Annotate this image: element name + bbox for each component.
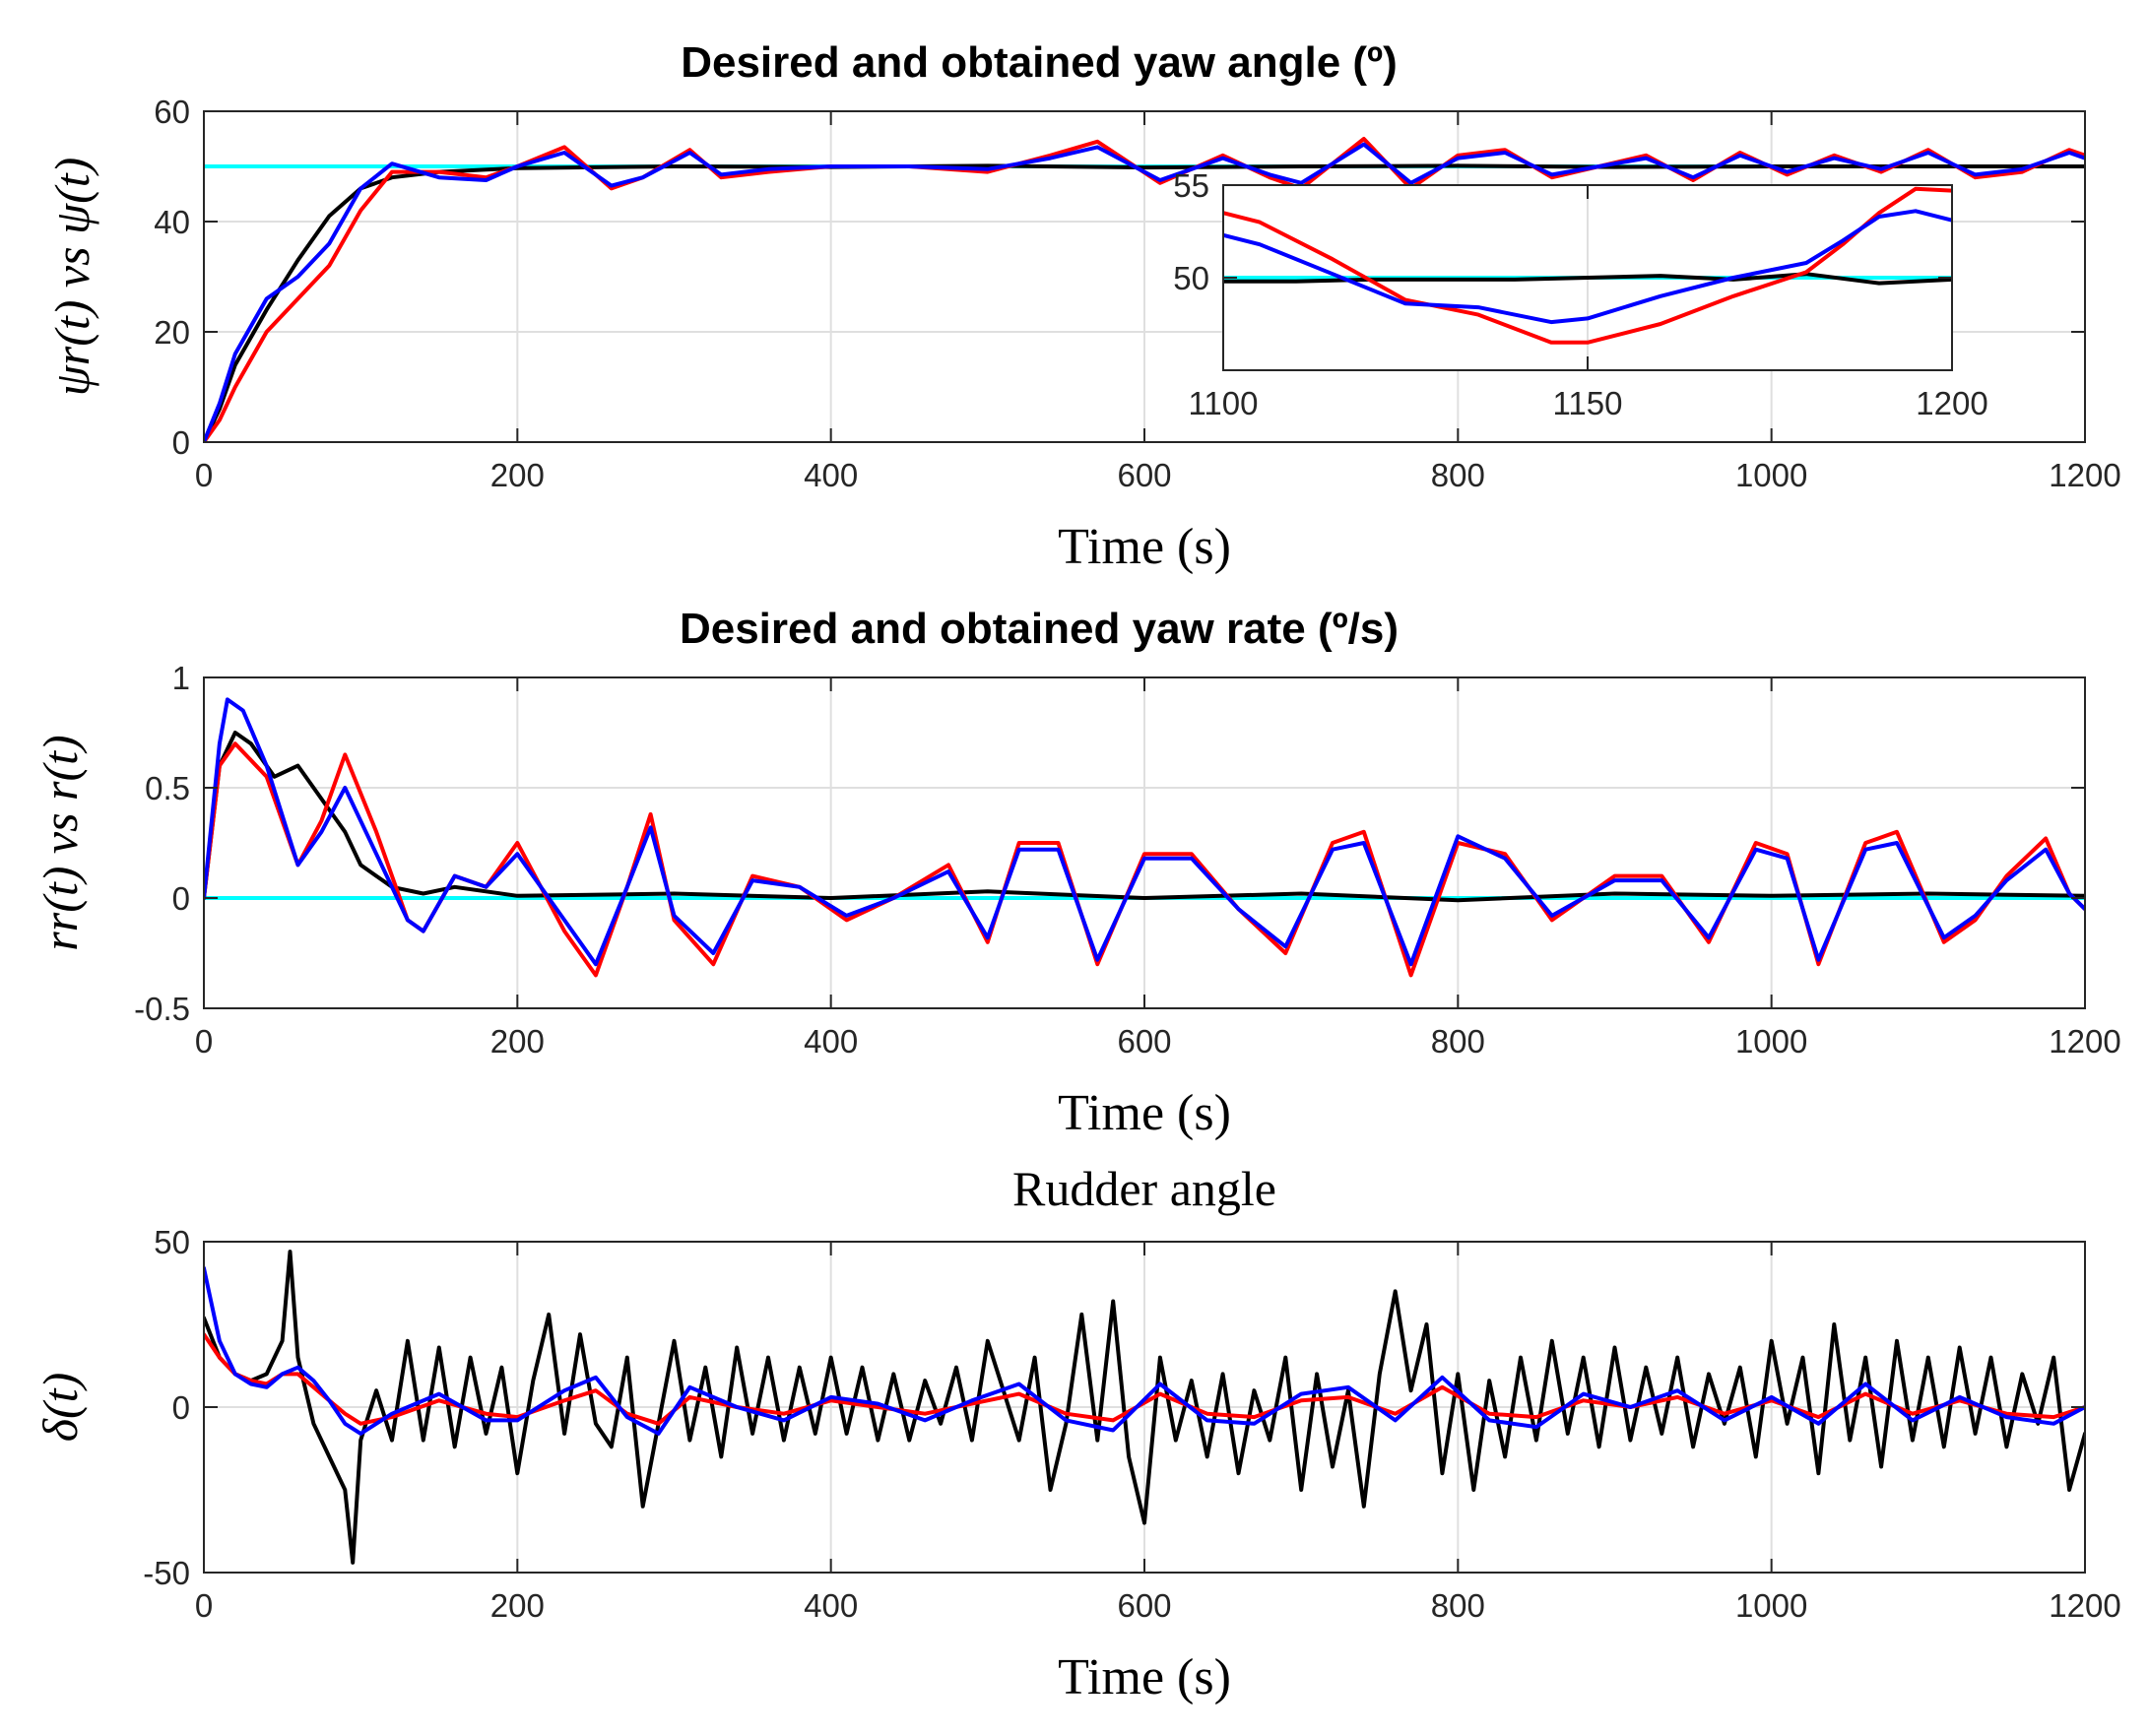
rudder-angle-xtick-label-1000: 1000 (1735, 1587, 1807, 1624)
yaw-rate-xtick-label-0: 0 (195, 1023, 213, 1060)
yaw-angle-series-2-line (204, 137, 2085, 442)
yaw-angle-title: Desired and obtained yaw angle (º) (681, 38, 1398, 87)
rudder-angle-xtick-label-600: 600 (1117, 1587, 1171, 1624)
yaw-rate-ytick-label-0.5: 0.5 (145, 770, 190, 806)
yaw-rate-ytick-label-1: 1 (172, 660, 190, 696)
inset-xtick-label-1200: 1200 (1916, 385, 1987, 421)
yaw-rate-ytick-label--0.5: -0.5 (134, 991, 190, 1027)
yaw-rate-xtick-label-200: 200 (490, 1023, 545, 1060)
rudder-angle-ylabel: δ(t) (33, 1373, 88, 1442)
yaw-rate-series-1-line (204, 731, 2085, 903)
inset-xtick-label-1100: 1100 (1189, 385, 1259, 421)
yaw-rate-xtick-label-800: 800 (1431, 1023, 1485, 1060)
yaw-angle-xtick-label-0: 0 (195, 457, 213, 493)
inset-ytick-label-50: 50 (1173, 260, 1209, 296)
yaw-rate-xtick-label-400: 400 (804, 1023, 858, 1060)
rudder-angle-xtick-label-400: 400 (804, 1587, 858, 1624)
yaw-rate-ticks: 0 200 400 600 800 1000 1200-0.500.51 (134, 660, 2121, 1060)
rudder-angle-series-2-line (204, 1265, 2085, 1436)
rudder-angle-ytick-label-0: 0 (172, 1389, 190, 1426)
inset-ytick-label-55: 55 (1173, 167, 1209, 204)
yaw-rate-ytick-label-0: 0 (172, 880, 190, 917)
rudder-angle-xtick-label-0: 0 (195, 1587, 213, 1624)
yaw-angle-series-3-line (204, 142, 2085, 442)
rudder-angle-xtick-label-200: 200 (490, 1587, 545, 1624)
yaw-angle-ytick-label-0: 0 (172, 424, 190, 461)
yaw-angle-ytick-label-20: 20 (154, 314, 190, 351)
rudder-angle-series (204, 1250, 2085, 1565)
yaw-angle-xtick-label-600: 600 (1117, 457, 1171, 493)
yaw-angle-xtick-label-800: 800 (1431, 457, 1485, 493)
rudder-angle-xtick-label-1200: 1200 (2049, 1587, 2120, 1624)
yaw-rate-panel: 0 200 400 600 800 1000 1200-0.500.51 Desired a… (33, 605, 2121, 1141)
inset-series-3-line (1223, 209, 1952, 325)
yaw-rate-xtick-label-1200: 1200 (2049, 1023, 2120, 1060)
yaw-rate-title: Desired and obtained yaw rate (º/s) (680, 605, 1399, 653)
yaw-rate-series (204, 697, 2085, 978)
yaw-angle-inset: 1100 1150 1200 50 55 (1173, 167, 1987, 421)
rudder-angle-title: Rudder angle (1012, 1161, 1276, 1216)
yaw-angle-ticks: 0 200 400 600 800 1000 1200 0 20 40 60 (154, 94, 2120, 493)
yaw-angle-xtick-label-1000: 1000 (1735, 457, 1807, 493)
yaw-rate-series-3-line (204, 697, 2085, 967)
yaw-angle-series (204, 137, 2085, 442)
inset-xtick-label-1150: 1150 (1553, 385, 1623, 421)
yaw-angle-ytick-label-40: 40 (154, 204, 190, 240)
yaw-angle-xtick-label-400: 400 (804, 457, 858, 493)
yaw-angle-xtick-label-1200: 1200 (2049, 457, 2120, 493)
yaw-rate-xtick-label-600: 600 (1117, 1023, 1171, 1060)
yaw-rate-xlabel: Time (s) (1058, 1085, 1231, 1141)
yaw-angle-xtick-label-200: 200 (490, 457, 545, 493)
rudder-angle-xtick-label-800: 800 (1431, 1587, 1485, 1624)
yaw-angle-panel: 0 200 400 600 800 1000 1200 0 20 40 60 Desired and… (44, 38, 2121, 575)
rudder-angle-series-0-line (204, 1250, 2085, 1565)
yaw-angle-ytick-label-60: 60 (154, 94, 190, 130)
yaw-rate-ylabel: rr(t) vs r(t) (33, 735, 88, 950)
yaw-angle-xlabel: Time (s) (1058, 519, 1231, 575)
inset-series-2-line (1223, 186, 1952, 345)
rudder-angle-xlabel: Time (s) (1058, 1649, 1231, 1705)
yaw-angle-ylabel: ψr(t) vs ψ(t) (44, 158, 99, 397)
rudder-angle-ytick-label-50: 50 (154, 1224, 190, 1260)
rudder-angle-ytick-label--50: -50 (143, 1555, 190, 1591)
inset-ticks: 1100 1150 1200 50 55 (1173, 167, 1987, 421)
inset-series (1223, 186, 1952, 345)
yaw-rate-xtick-label-1000: 1000 (1735, 1023, 1807, 1060)
